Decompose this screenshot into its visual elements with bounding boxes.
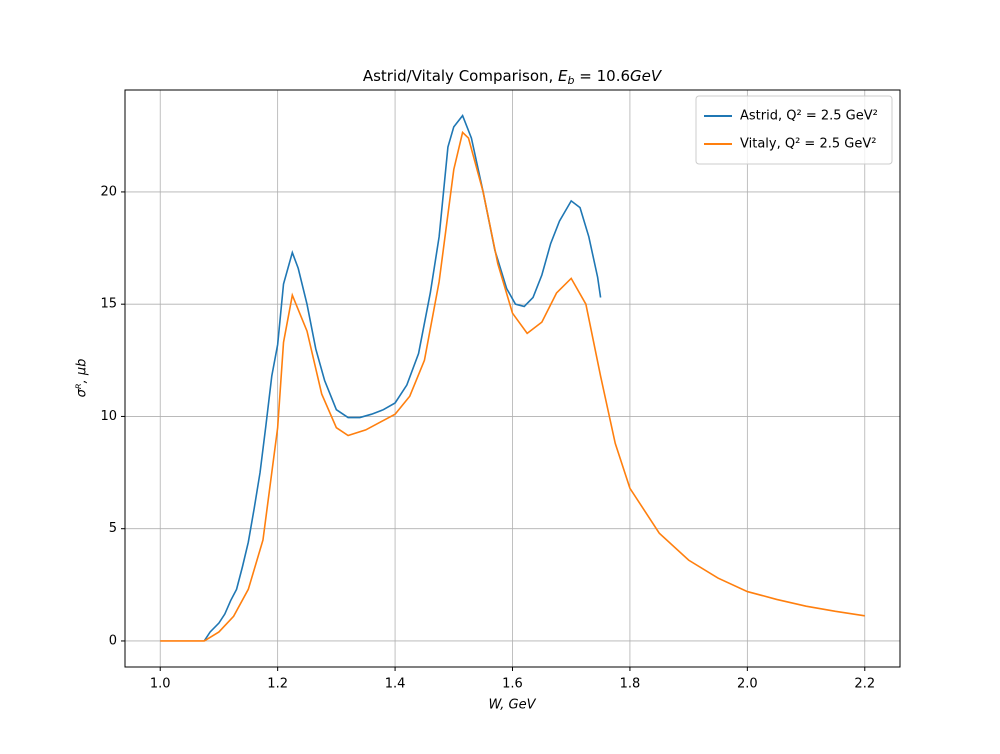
y-tick-label: 15 — [100, 297, 117, 312]
title-part: E — [558, 67, 568, 85]
legend-label: Vitaly, Q² = 2.5 GeV² — [740, 137, 876, 152]
y-tick-label: 5 — [109, 521, 117, 536]
x-tick-label: 2.0 — [737, 677, 758, 692]
y-tick-label: 20 — [100, 184, 117, 199]
x-tick-label: 2.2 — [854, 677, 875, 692]
x-tick-label: 1.2 — [267, 677, 288, 692]
x-tick-label: 1.0 — [150, 677, 171, 692]
data-line — [160, 130, 865, 642]
title-part: Astrid/Vitaly Comparison, — [363, 67, 558, 85]
y-axis-label: σᴿ, μb — [75, 359, 90, 398]
data-line — [203, 113, 602, 642]
plot-frame — [124, 89, 901, 668]
x-tick-label: 1.4 — [385, 677, 406, 692]
legend-box — [695, 95, 893, 165]
x-tick-label: 1.8 — [620, 677, 641, 692]
title-part: GeV — [630, 67, 663, 85]
x-tick-label: 1.6 — [502, 677, 523, 692]
title-part: = 10.6 — [575, 67, 631, 85]
y-tick-label: 0 — [109, 633, 117, 648]
x-axis-label: W, GeV — [488, 698, 536, 713]
title-part: b — [568, 74, 575, 87]
y-tick-label: 10 — [100, 409, 117, 424]
legend: Astrid, Q² = 2.5 GeV² Vitaly, Q² = 2.5 Ge… — [695, 95, 893, 165]
chart-title: Astrid/Vitaly Comparison, Eb = 10.6GeV — [363, 67, 663, 88]
legend-label: Astrid, Q² = 2.5 GeV² — [740, 109, 878, 124]
